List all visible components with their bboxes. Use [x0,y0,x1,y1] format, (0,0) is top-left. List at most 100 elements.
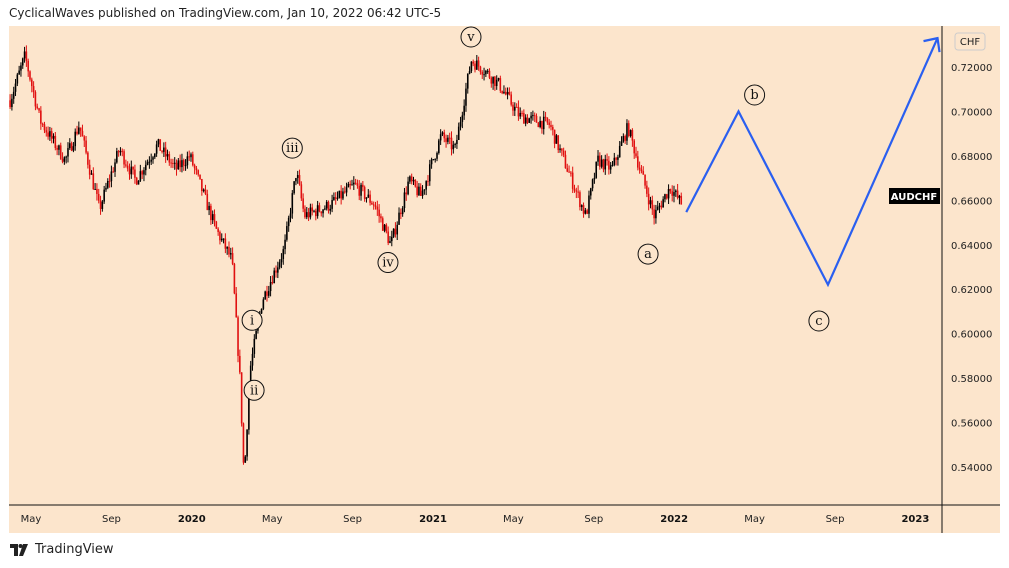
y-tick-label: 0.58000 [951,374,992,385]
wave-label-i[interactable]: i [241,309,263,331]
candle-body [291,193,294,214]
candle-body [599,155,601,167]
candle-body [447,137,449,142]
candle-body [103,189,105,202]
candle-body [461,115,464,122]
candle-body [336,197,339,199]
candle-body [557,135,560,151]
candle-body [678,195,681,198]
candle-body [309,207,312,218]
candle-body [528,118,531,123]
candle-body [401,208,404,215]
candle-body [45,130,48,133]
wave-label-text: iii [286,141,298,156]
candle-body [157,139,160,145]
candle-body [512,104,514,111]
y-tick-label: 0.68000 [951,152,992,163]
x-tick-label: 2020 [178,514,206,525]
candle-body [159,139,162,151]
candle-body [448,137,451,139]
candle-body [267,291,270,296]
candle-body [635,153,637,157]
candle-body [32,86,35,93]
y-tick-label: 0.56000 [951,419,992,430]
candle-body [618,145,621,158]
candle-body [177,160,180,170]
candle-body [242,423,245,463]
candle-body [43,124,46,131]
candle-body [253,338,256,354]
wave-label-c[interactable]: c [808,310,830,332]
candle-body [284,239,286,250]
candle-body [620,141,623,146]
candle-body [412,179,415,182]
candle-body [38,108,40,111]
wave-label-iv[interactable]: iv [377,252,399,274]
candle-body [508,91,511,95]
candle-body [264,291,266,300]
x-tick-label: Sep [584,514,603,525]
candle-body [29,71,31,80]
candle-body [347,183,350,188]
candle-body [179,160,181,168]
candle-body [204,189,207,194]
wave-label-ii[interactable]: ii [243,379,265,401]
candle-body [244,456,247,463]
candle-body [300,184,303,199]
candle-body [492,76,494,84]
candle-body [651,200,654,210]
wave-label-b[interactable]: b [744,84,766,106]
candle-body [418,186,420,196]
candle-body [394,228,397,235]
candle-body [611,164,614,166]
candle-body [579,192,581,208]
candle-body [675,190,677,193]
projection-line[interactable] [685,37,939,288]
candle-body [9,100,11,107]
candle-body [637,156,639,168]
candle-body [154,153,156,158]
candle-body [532,115,534,117]
candle-body [67,148,69,157]
candle-body [430,159,433,165]
candle-body [381,218,384,231]
wave-label-v[interactable]: v [460,26,482,48]
candle-body [542,116,545,130]
candle-body [224,238,227,249]
candle-body [562,150,565,155]
candle-body [425,181,427,190]
wave-label-text: c [815,314,822,329]
candle-body [83,136,86,141]
candle-body [130,166,133,175]
candle-body [275,270,277,273]
candle-body [638,167,641,170]
candle-body [642,171,645,175]
candle-body [27,60,29,72]
candle-body [486,70,489,72]
candle-body [54,135,57,148]
candle-body [655,209,657,219]
candle-body [374,205,377,207]
publish-header: CyclicalWaves published on TradingView.c… [9,6,442,20]
candle-body [108,181,111,183]
candle-body [345,187,348,193]
candle-body [92,173,95,190]
candle-body [12,91,15,99]
candle-body [510,94,512,105]
candle-body [72,146,75,151]
wave-label-iii[interactable]: iii [281,137,303,159]
tradingview-logo[interactable]: TradingView [10,542,114,557]
candle-body [340,190,342,199]
candle-body [25,51,28,61]
candle-body [41,123,44,125]
candle-body [519,112,522,117]
currency-badge[interactable]: CHF [954,32,986,51]
candle-body [450,137,453,150]
candle-body [47,132,49,137]
candle-body [550,125,552,128]
candle-body [237,317,239,356]
candle-body [479,66,482,73]
wave-label-a[interactable]: a [637,243,659,265]
candle-body [647,193,650,205]
